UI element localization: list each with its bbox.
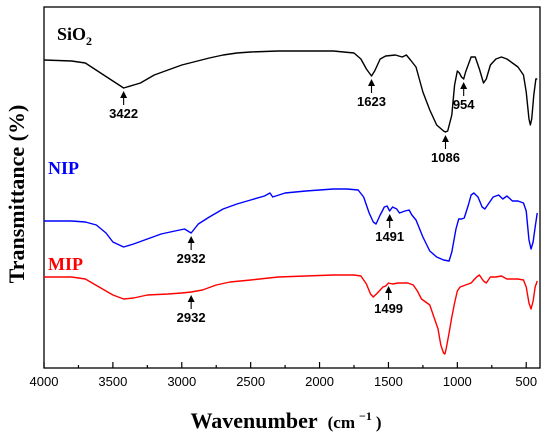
x-axis-label-unit-open: (cm: [328, 413, 355, 432]
plot-frame: [43, 6, 541, 369]
peak-arrow-head: [441, 135, 449, 142]
x-tick-label: 4000: [30, 374, 59, 389]
peak-label: 1623: [357, 94, 386, 109]
x-tick-label: 1000: [443, 374, 472, 389]
peak-label: 954: [453, 97, 475, 112]
x-tick-label: 500: [515, 374, 537, 389]
series-label-0: SiO2: [57, 24, 92, 48]
x-tick-label: 2000: [305, 374, 334, 389]
x-tick-label: 3500: [98, 374, 127, 389]
peak-arrow-head: [386, 214, 394, 221]
y-axis-label: Transmittance (%): [4, 105, 29, 284]
peak-arrow-head: [367, 79, 375, 86]
series-label-main: NIP: [48, 158, 79, 178]
peak-label: 1491: [375, 229, 404, 244]
x-tick-label: 1500: [374, 374, 403, 389]
x-tick-label: 2500: [236, 374, 265, 389]
x-axis-label-unit-close: ): [376, 413, 382, 432]
spectrum-line-series-0: [43, 50, 538, 133]
peak-label: 3422: [109, 106, 138, 121]
spectrum-line-series-2: [44, 274, 538, 355]
peak-label: 1499: [374, 301, 403, 316]
x-tick-label: 3000: [167, 374, 196, 389]
series-labels: SiO2 NIP MIP: [48, 24, 92, 274]
series-layer: [43, 50, 538, 355]
peak-arrow-head: [120, 91, 128, 98]
peak-annotations: 3422 1623 1086 954 2932 1491 2932 1499: [109, 79, 475, 325]
peak-label: 2932: [177, 251, 206, 266]
x-axis-label: Wavenumber (cm −1 ): [190, 407, 381, 433]
x-axis-label-main: Wavenumber: [190, 408, 317, 433]
peak-label: 2932: [177, 310, 206, 325]
series-label-2: MIP: [48, 254, 83, 274]
series-label-main: SiO: [57, 24, 86, 44]
series-label-1: NIP: [48, 158, 79, 178]
x-axis-label-unit-sup: −1: [359, 409, 372, 423]
peak-arrow-head: [460, 82, 468, 89]
peak-label: 1086: [431, 150, 460, 165]
x-axis-ticks: 4000 3500 3000 2500 2000 1500 1000 500: [30, 362, 537, 389]
peak-arrow-head: [187, 295, 195, 302]
plot-border: [43, 6, 541, 369]
series-label-main: MIP: [48, 254, 83, 274]
peak-arrow-head: [385, 286, 393, 293]
spectrum-line-series-1: [44, 188, 538, 262]
series-label-sub: 2: [86, 34, 92, 48]
peak-arrow-head: [187, 236, 195, 243]
